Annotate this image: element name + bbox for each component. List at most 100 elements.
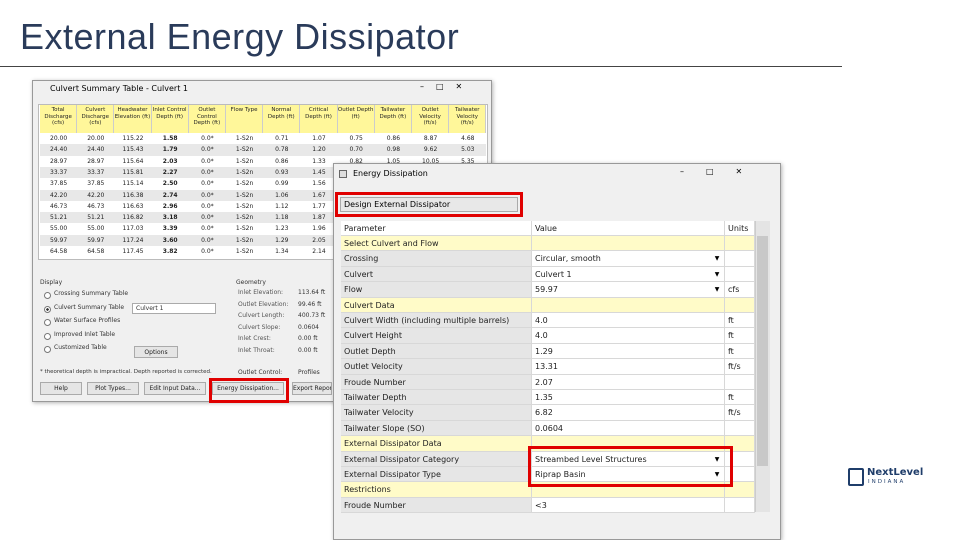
parameter-cell: Tailwater Velocity [341,405,532,421]
button[interactable]: Energy Dissipation... [212,382,284,395]
value-cell: 4.0 [532,328,725,344]
table-cell: 28.97 [87,157,105,165]
table-cell: 116.63 [122,202,144,210]
table-cell: 0.0* [201,191,214,199]
table-cell: 1.58 [162,135,178,142]
units-cell [725,236,755,252]
highlight-box [335,192,523,217]
table-cell: 1.34 [275,248,289,255]
value-cell[interactable]: Riprap Basin [532,467,725,483]
table-cell: 0.0* [201,214,214,222]
table-cell: 1.18 [275,214,289,222]
table-cell: 28.97 [50,157,68,165]
table-row [40,189,487,201]
logo-name: NextLevel [867,467,924,478]
radio-label: Improved Inlet Table [54,330,116,338]
radio-label: Water Surface Profiles [54,317,121,324]
dropdown-arrow: ▼ [714,255,720,263]
table-cell: 0.0* [201,146,214,154]
units-cell: cfs [725,282,755,298]
window-icon [339,170,347,178]
units-cell: ft [725,343,755,360]
button[interactable]: Plot Types... [87,382,139,395]
table-cell: 0.75 [349,135,363,142]
units-cell: ft/s [725,359,755,375]
column-header: Total Discharge (cfs) [40,105,78,133]
column-header: Outlet Depth (ft) [337,105,375,133]
table-cell: 1.96 [312,225,326,233]
dropdown-arrow: ▼ [714,270,720,278]
table-cell: 64.58 [87,248,105,255]
units-cell [725,420,755,437]
radio[interactable] [44,305,51,313]
title-rule [0,66,842,67]
table-cell: 10.05 [422,157,440,165]
highlight-box [209,378,289,403]
value-cell: <3 [532,497,725,514]
table-cell: 116.38 [122,191,144,199]
table-cell: 0.0* [201,202,214,210]
culvert-select[interactable]: Culvert 1 [132,303,216,314]
table-cell: 59.97 [50,236,68,244]
table-cell: 24.40 [87,146,105,154]
button[interactable]: Help [40,382,82,395]
table-row [40,212,487,224]
table-cell: 117.03 [122,225,144,233]
table-cell: 1.12 [275,202,289,210]
value-cell[interactable]: Streambed Level Structures [532,451,725,467]
table-cell: 116.82 [122,214,144,222]
column-header: Flow Type [226,105,264,133]
table-row [40,144,487,156]
table-row [40,246,487,258]
parameter-cell: Culvert Data [341,297,532,313]
column-header: Tailwater Velocity (ft/s) [449,105,487,133]
table-cell: 33.37 [50,168,68,176]
table-cell: 1.67 [312,191,326,199]
table-row [40,234,487,246]
table-cell: 42.20 [87,191,105,199]
options-button[interactable]: Options [134,346,178,358]
geometry-value: 0.00 ft [298,335,318,342]
slide-title: External Energy Dissipator [20,16,460,57]
value-cell[interactable]: Circular, smooth [532,251,725,267]
window-title: Energy Dissipation [353,169,428,178]
table-cell: 0.99 [275,180,289,188]
radio-label: Crossing Summary Table [54,290,129,297]
table-cell: 2.14 [312,248,326,255]
column-header: Outlet Control Depth (ft) [188,105,226,133]
geometry-label-item: Outlet Elevation: [238,300,289,308]
table-cell: 1.06 [275,191,289,199]
radio[interactable] [44,319,51,326]
table-cell: 9.62 [423,146,438,154]
table-cell: 1-S2n [235,225,254,233]
parameter-cell: Tailwater Slope (SO) [341,420,532,437]
table-cell: 2.74 [162,191,178,199]
table-cell: 0.71 [275,135,289,142]
radio[interactable] [44,332,51,340]
button[interactable]: Export Report [292,382,332,395]
table-cell: 2.27 [162,168,178,176]
radio[interactable] [44,292,51,299]
table-cell: 37.85 [87,180,105,188]
table-cell: 115.22 [122,135,144,142]
table-cell: 0.0* [201,248,214,255]
column-header: Value [532,221,725,236]
mode-select[interactable]: Design External Dissipator [340,197,518,212]
table-cell: 64.58 [50,248,68,255]
table-cell: 1.20 [312,146,326,154]
table-cell: 115.14 [122,180,144,188]
table-cell: 1.77 [312,202,326,210]
table-cell: 0.86 [386,135,401,142]
radio[interactable] [44,346,51,353]
value-cell: 1.35 [532,390,725,406]
parameter-cell: Outlet Velocity [341,359,532,375]
units-cell [725,251,755,267]
value-cell[interactable]: 59.97 [532,282,725,298]
parameter-cell: Outlet Depth [341,343,532,360]
button[interactable]: Edit Input Data... [144,382,206,395]
outlet-control-label: Outlet Control: [238,369,283,376]
value-cell[interactable]: Culvert 1 [532,266,725,283]
table-cell: 115.64 [122,157,144,165]
table-cell: 0.86 [275,157,289,165]
